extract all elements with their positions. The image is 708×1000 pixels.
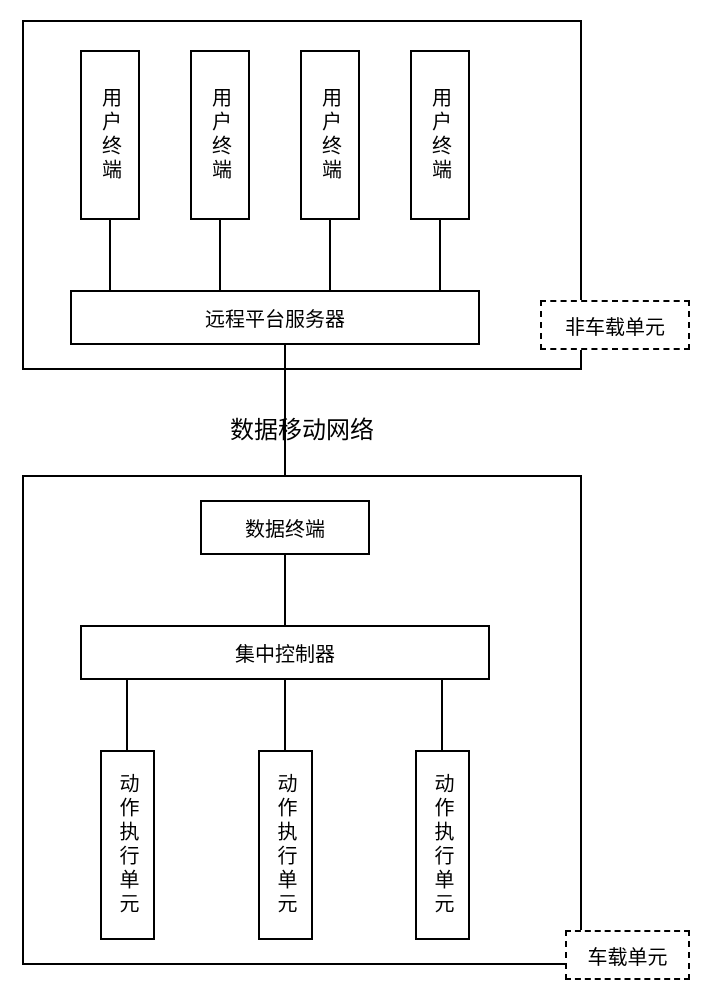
connector (126, 680, 128, 750)
user-terminal: 用户终端 (80, 50, 140, 220)
data-terminal: 数据终端 (200, 500, 370, 555)
user-terminal: 用户终端 (410, 50, 470, 220)
user-terminal: 用户终端 (300, 50, 360, 220)
central-controller-label: 集中控制器 (235, 638, 335, 667)
connector (284, 555, 286, 625)
data-terminal-label: 数据终端 (245, 513, 325, 542)
actuator-unit: 动作执行单元 (100, 750, 155, 940)
mobile-network-label: 数据移动网络 (230, 410, 374, 445)
connector (109, 220, 111, 290)
actuator-unit-label: 动作执行单元 (113, 773, 142, 917)
vehicle-unit-label-box: 车载单元 (565, 930, 690, 980)
user-terminal-label: 用户终端 (426, 87, 455, 183)
user-terminal: 用户终端 (190, 50, 250, 220)
actuator-unit-label: 动作执行单元 (428, 773, 457, 917)
connector (284, 680, 286, 750)
connector (439, 220, 441, 290)
user-terminal-label: 用户终端 (96, 87, 125, 183)
connector (284, 345, 286, 475)
non-vehicle-unit-label-box: 非车载单元 (540, 300, 690, 350)
remote-server-label: 远程平台服务器 (205, 303, 345, 332)
actuator-unit: 动作执行单元 (415, 750, 470, 940)
vehicle-unit-label: 车载单元 (588, 941, 668, 970)
actuator-unit: 动作执行单元 (258, 750, 313, 940)
user-terminal-label: 用户终端 (206, 87, 235, 183)
actuator-unit-label: 动作执行单元 (271, 773, 300, 917)
remote-server: 远程平台服务器 (70, 290, 480, 345)
user-terminal-label: 用户终端 (316, 87, 345, 183)
connector (219, 220, 221, 290)
connector (441, 680, 443, 750)
connector (329, 220, 331, 290)
non-vehicle-unit-label: 非车载单元 (565, 311, 665, 340)
diagram-canvas: 用户终端 用户终端 用户终端 用户终端 远程平台服务器 非车载单元 数据移动网络… (0, 0, 708, 1000)
central-controller: 集中控制器 (80, 625, 490, 680)
